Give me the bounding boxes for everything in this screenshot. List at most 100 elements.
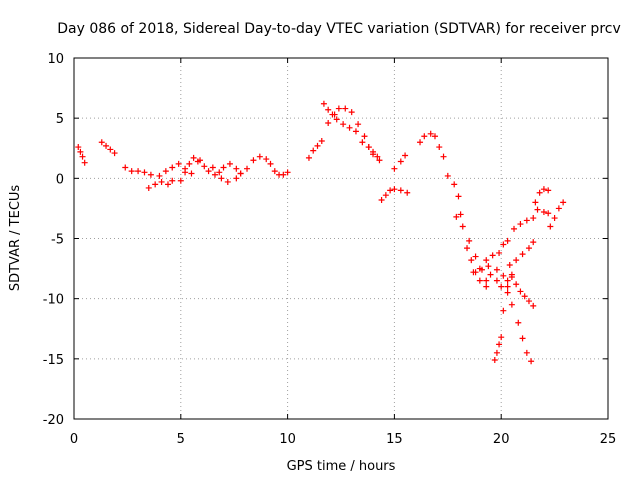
data-point [244, 165, 251, 172]
x-tick-label: 20 [493, 432, 510, 447]
data-point [504, 289, 511, 296]
y-tick-label: -15 [43, 353, 64, 368]
data-point [325, 106, 332, 113]
series-seg13 [320, 100, 359, 135]
data-point [378, 196, 385, 203]
data-point [75, 144, 82, 151]
series-seg11 [271, 168, 291, 178]
data-point [496, 341, 503, 348]
data-point [500, 307, 507, 314]
data-point [500, 272, 507, 279]
data-point [521, 293, 528, 300]
data-point [444, 172, 451, 179]
data-point [182, 169, 189, 176]
data-point [340, 121, 347, 128]
data-point [504, 277, 511, 284]
data-point [440, 153, 447, 160]
data-point [314, 142, 321, 149]
data-point [528, 358, 535, 365]
data-point [162, 168, 169, 175]
data-point [233, 175, 240, 182]
data-point [464, 245, 471, 252]
series-seg2 [98, 139, 118, 157]
series-seg31 [511, 215, 537, 232]
data-point [342, 105, 349, 112]
data-point [483, 277, 490, 284]
data-point [459, 223, 466, 230]
data-point [156, 172, 163, 179]
data-point [402, 152, 409, 159]
data-point [431, 133, 438, 140]
data-point [205, 168, 212, 175]
data-point [111, 150, 118, 157]
data-point [325, 119, 332, 126]
series-seg29 [506, 239, 537, 268]
data-point [352, 128, 359, 135]
data-point [466, 237, 473, 244]
data-point [361, 133, 368, 140]
data-point [197, 157, 204, 164]
data-point [359, 139, 366, 146]
data-point [540, 209, 547, 216]
data-point [417, 139, 424, 146]
series-seg30 [508, 271, 537, 309]
data-point [493, 266, 500, 273]
data-point [220, 164, 227, 171]
data-point [547, 223, 554, 230]
data-point [103, 142, 110, 149]
x-tick-label: 0 [70, 432, 78, 447]
data-point [267, 160, 274, 167]
data-point [551, 215, 558, 222]
data-point [421, 133, 428, 140]
data-point [517, 221, 524, 228]
data-point [201, 163, 208, 170]
data-point [530, 239, 537, 246]
data-point [530, 302, 537, 309]
data-point [250, 157, 257, 164]
data-point [98, 139, 105, 146]
plot-frame [73, 57, 609, 420]
y-tick-label: -10 [43, 293, 64, 308]
series-seg9 [233, 165, 251, 182]
series-seg14 [325, 105, 355, 126]
data-point [397, 158, 404, 165]
series-seg6 [177, 154, 201, 184]
x-tick-label: 15 [386, 432, 403, 447]
data-point [224, 178, 231, 185]
data-point [376, 157, 383, 164]
data-point [506, 261, 513, 268]
data-point [237, 170, 244, 177]
data-point [158, 178, 165, 185]
data-point [374, 153, 381, 160]
data-point [333, 116, 340, 123]
data-point [493, 277, 500, 284]
data-point [470, 269, 477, 276]
data-point [523, 349, 530, 356]
data-point [226, 160, 233, 167]
data-point [519, 335, 526, 342]
data-point [487, 271, 494, 278]
data-point [455, 193, 462, 200]
data-point [122, 164, 129, 171]
data-point [216, 169, 223, 176]
data-point [504, 283, 511, 290]
data-point [483, 257, 490, 264]
data-point [152, 181, 159, 188]
data-point [335, 105, 342, 112]
data-point [141, 169, 148, 176]
data-point [397, 187, 404, 194]
data-point [498, 334, 505, 341]
data-point [77, 148, 84, 155]
x-tick-label: 10 [279, 432, 296, 447]
data-point [382, 192, 389, 199]
series-seg28 [504, 283, 535, 365]
data-point [496, 249, 503, 256]
data-point [545, 187, 552, 194]
data-point [280, 171, 287, 178]
series-seg3 [122, 164, 154, 178]
series-seg27 [500, 274, 515, 314]
data-point [491, 357, 498, 364]
data-point [483, 283, 490, 290]
data-point [256, 153, 263, 160]
data-point [284, 169, 291, 176]
